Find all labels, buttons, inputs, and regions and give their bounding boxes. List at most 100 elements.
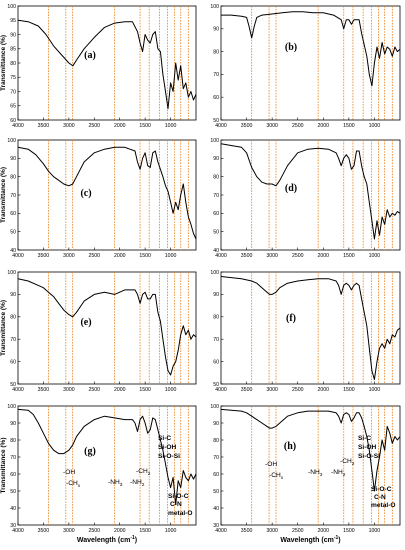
y-tick-label: 30 bbox=[10, 523, 16, 529]
label-oh: -OH bbox=[265, 461, 277, 468]
label-si-o-si: Si-O-Si bbox=[158, 453, 180, 460]
y-tick-label: 100 bbox=[7, 270, 16, 276]
x-tick-label: 1500 bbox=[343, 123, 355, 129]
x-tick-label: 2000 bbox=[318, 528, 330, 534]
plot-frame bbox=[220, 271, 401, 385]
x-axis-label: Wavelength (cm-1) bbox=[280, 535, 340, 544]
label-si-c: Si-C bbox=[158, 435, 171, 442]
panel-label: (f) bbox=[286, 313, 296, 324]
plot-frame bbox=[17, 271, 197, 385]
x-tick-label: 2500 bbox=[292, 387, 304, 393]
y-tick-label: 70 bbox=[10, 193, 16, 199]
x-tick-label: 3500 bbox=[38, 528, 50, 534]
plot-frame bbox=[220, 5, 401, 121]
y-tick-label: 70 bbox=[213, 193, 219, 199]
x-tick-label: 2000 bbox=[318, 123, 330, 129]
x-tick-label: 3000 bbox=[63, 528, 75, 534]
y-tick-label: 40 bbox=[213, 248, 219, 254]
label-chx: -CHx bbox=[66, 480, 81, 489]
x-tick-label: 4000 bbox=[215, 387, 227, 393]
label-metal-o: metal-O bbox=[371, 502, 396, 509]
y-tick-label: 90 bbox=[10, 32, 16, 38]
y-tick-label: 90 bbox=[213, 156, 219, 162]
x-tick-label: 2000 bbox=[318, 387, 330, 393]
plot-frame bbox=[17, 405, 197, 526]
x-tick-label: 2000 bbox=[114, 387, 126, 393]
y-tick-label: 60 bbox=[213, 359, 219, 365]
label-si-o-si: Si-O-Si bbox=[358, 453, 380, 460]
y-tick-label: 90 bbox=[10, 156, 16, 162]
y-tick-label: 75 bbox=[10, 75, 16, 81]
panel-label: (h) bbox=[284, 441, 296, 452]
x-tick-label: 3500 bbox=[241, 387, 253, 393]
x-tick-label: 4000 bbox=[215, 528, 227, 534]
y-tick-label: 95 bbox=[10, 18, 16, 24]
y-axis-label: Transmittance (%) bbox=[0, 300, 7, 356]
x-tick-label: 1000 bbox=[369, 387, 381, 393]
y-tick-label: 100 bbox=[210, 404, 219, 410]
x-tick-label: 3500 bbox=[241, 253, 253, 259]
y-axis-label: Transmittance (%) bbox=[0, 438, 7, 494]
annotations-h: -OH -CHx -NH3 -NH2 -CH2 Si-C Si-OH Si-O-Si Si-O-… bbox=[265, 435, 396, 509]
plot-frame bbox=[17, 5, 197, 121]
y-tick-label: 70 bbox=[10, 337, 16, 343]
spectrum-line bbox=[17, 278, 197, 376]
y-tick-label: 100 bbox=[7, 4, 16, 10]
panel-label: (b) bbox=[285, 42, 297, 53]
y-tick-label: 60 bbox=[10, 211, 16, 217]
y-tick-label: 60 bbox=[10, 359, 16, 365]
panel-g: 30 40 50 60 70 80 90 100 4000 3500 3000 2500 2000 150… bbox=[0, 404, 197, 544]
y-tick-label: 80 bbox=[10, 438, 16, 444]
x-tick-label: 3000 bbox=[266, 123, 278, 129]
x-tick-label: 2000 bbox=[114, 123, 126, 129]
x-tick-label: 1000 bbox=[369, 528, 381, 534]
panel-label: (a) bbox=[84, 50, 96, 61]
y-tick-label: 60 bbox=[213, 95, 219, 101]
label-chx: -CHx bbox=[269, 472, 284, 481]
label-si-c: Si-C bbox=[358, 435, 371, 442]
x-tick-label: 1500 bbox=[343, 387, 355, 393]
panel-label: (d) bbox=[285, 183, 297, 194]
x-tick-label: 3500 bbox=[38, 123, 50, 129]
annotations-g: -OH -CHx -NH3 -NH2 -CH2 Si-C Si-OH Si-O-Si Si-O-… bbox=[63, 435, 193, 517]
x-tick-label: 3500 bbox=[38, 253, 50, 259]
y-tick-label: 80 bbox=[213, 315, 219, 321]
spectrum-line bbox=[221, 11, 401, 87]
x-tick-label: 3500 bbox=[38, 387, 50, 393]
y-tick-label: 90 bbox=[10, 292, 16, 298]
x-tick-label: 3000 bbox=[266, 387, 278, 393]
y-tick-label: 70 bbox=[213, 455, 219, 461]
x-tick-label: 2500 bbox=[292, 253, 304, 259]
x-tick-label: 2500 bbox=[89, 123, 101, 129]
y-tick-label: 50 bbox=[213, 382, 219, 388]
y-tick-label: 40 bbox=[213, 506, 219, 512]
x-tick-label: 2500 bbox=[89, 253, 101, 259]
label-nh3: -NH3 bbox=[108, 479, 123, 488]
x-tick-label: 2500 bbox=[292, 528, 304, 534]
x-tick-label: 2000 bbox=[114, 528, 126, 534]
x-tick-label: 1000 bbox=[369, 123, 381, 129]
label-nh2: -NH2 bbox=[130, 479, 145, 488]
y-tick-label: 80 bbox=[213, 49, 219, 55]
x-tick-label: 1000 bbox=[165, 253, 177, 259]
panel-label: (e) bbox=[80, 317, 91, 328]
x-tick-label: 3000 bbox=[266, 528, 278, 534]
plot-frame bbox=[220, 405, 401, 526]
y-tick-label: 50 bbox=[213, 229, 219, 235]
x-tick-label: 1000 bbox=[165, 387, 177, 393]
y-axis-label: Transmittance (%) bbox=[0, 35, 7, 91]
panel-c: 40 50 60 70 80 90 100 4000 3500 3000 2500 2000 1500 1… bbox=[0, 138, 197, 259]
x-tick-label: 3500 bbox=[241, 123, 253, 129]
y-tick-label: 70 bbox=[213, 337, 219, 343]
y-tick-label: 50 bbox=[10, 489, 16, 495]
x-tick-label: 3000 bbox=[63, 387, 75, 393]
panel-label: (g) bbox=[84, 446, 96, 457]
label-nh2: -NH2 bbox=[331, 469, 346, 478]
panel-b: 50 60 70 80 90 100 4000 3500 3000 2500 2000 1500 100… bbox=[210, 4, 401, 129]
y-tick-label: 80 bbox=[10, 315, 16, 321]
y-tick-label: 90 bbox=[213, 421, 219, 427]
y-tick-label: 100 bbox=[210, 270, 219, 276]
x-tick-label: 2500 bbox=[89, 528, 101, 534]
x-tick-label: 1000 bbox=[369, 253, 381, 259]
x-tick-label: 4000 bbox=[12, 528, 24, 534]
